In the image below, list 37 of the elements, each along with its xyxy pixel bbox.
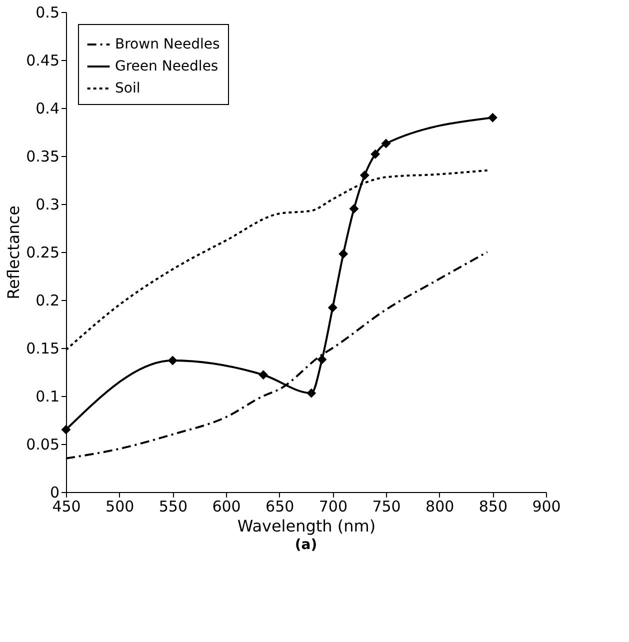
y-tick-label: 0.1	[36, 388, 60, 406]
legend-label: Green Needles	[115, 58, 218, 74]
point	[168, 356, 178, 366]
y-tick-label: 0.15	[26, 340, 60, 358]
point	[360, 170, 370, 180]
y-tick-label: 0.05	[26, 436, 60, 454]
x-tick-label: 700	[318, 498, 348, 516]
point	[338, 249, 348, 259]
y-tick-label: 0.45	[26, 52, 60, 70]
point	[317, 354, 327, 364]
x-tick-label: 900	[532, 498, 561, 516]
point	[61, 424, 71, 434]
x-tick-label: 500	[106, 498, 134, 516]
y-tick-label: 0.3	[36, 196, 60, 214]
point	[328, 302, 338, 312]
point	[306, 388, 316, 398]
y-tick-label: 0.2	[36, 292, 60, 310]
legend-label: Soil	[115, 80, 140, 96]
point	[349, 204, 359, 214]
x-tick-label: 600	[212, 498, 241, 516]
x-tick-label: 850	[478, 498, 508, 516]
point	[488, 112, 498, 122]
x-tick-label: 800	[426, 498, 454, 516]
y-tick-label: 0.5	[36, 4, 60, 22]
x-tick-label: 750	[372, 498, 401, 516]
y-tick-label: 0.4	[36, 100, 60, 118]
y-tick-label: 0.25	[26, 244, 60, 262]
x-axis-title: Wavelength (nm)	[237, 516, 376, 536]
x-tick-label: 650	[266, 498, 294, 516]
point	[370, 149, 380, 159]
y-axis-title: Reflectance	[4, 206, 24, 300]
y-tick-label: 0.35	[26, 148, 60, 166]
point	[258, 370, 268, 380]
legend-label: Brown Needles	[115, 36, 220, 52]
point	[381, 138, 391, 148]
text: (a)	[294, 537, 318, 553]
x-tick-label: 550	[158, 498, 188, 516]
